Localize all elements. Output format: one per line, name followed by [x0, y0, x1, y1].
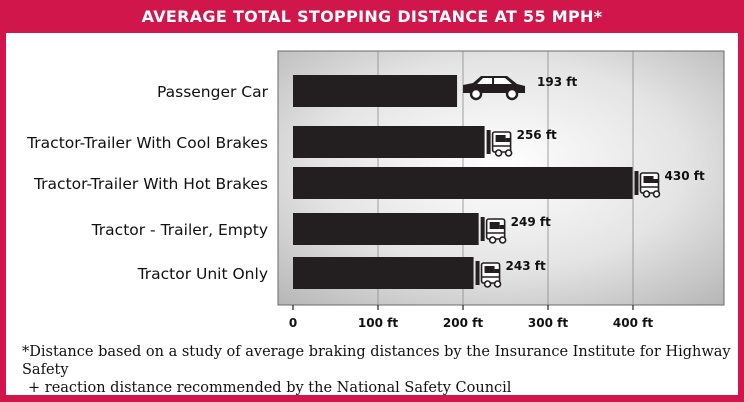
stopping-distance-chart: Passenger Car 193 ft Tractor-Trailer With … — [26, 50, 725, 330]
value-label: 430 ft — [665, 169, 705, 183]
truck-icon — [480, 217, 507, 244]
category-label: Tractor-Trailer With Cool Brakes — [26, 134, 268, 152]
truck-icon — [486, 130, 513, 157]
x-tick-label: 300 ft — [528, 316, 568, 330]
bar — [293, 75, 458, 107]
x-tick-label: 100 ft — [358, 316, 398, 330]
bar — [293, 167, 633, 199]
chart-panel: Passenger Car 193 ft Tractor-Trailer With … — [6, 33, 738, 397]
bar — [293, 213, 479, 245]
bar — [293, 126, 485, 158]
x-tick-label: 0 — [289, 316, 297, 330]
footnote-line-2: + reaction distance recommended by the N… — [28, 380, 512, 396]
value-label: 243 ft — [506, 259, 546, 273]
category-label: Tractor-Trailer With Hot Brakes — [33, 175, 268, 193]
truck-icon — [634, 171, 661, 198]
category-label: Tractor - Trailer, Empty — [91, 221, 268, 239]
value-label: 256 ft — [517, 128, 557, 142]
x-tick-label: 400 ft — [613, 316, 653, 330]
x-tick-label: 200 ft — [443, 316, 483, 330]
chart-title: AVERAGE TOTAL STOPPING DISTANCE AT 55 MP… — [141, 6, 603, 26]
truck-icon — [475, 261, 502, 288]
category-label: Tractor Unit Only — [137, 265, 268, 283]
bar — [293, 257, 474, 289]
category-label: Passenger Car — [157, 83, 269, 101]
footnote-line-1: *Distance based on a study of average br… — [22, 344, 731, 378]
value-label: 249 ft — [511, 215, 551, 229]
car-icon — [463, 76, 526, 101]
value-label: 193 ft — [537, 75, 577, 89]
footnote: *Distance based on a study of average br… — [22, 343, 734, 397]
